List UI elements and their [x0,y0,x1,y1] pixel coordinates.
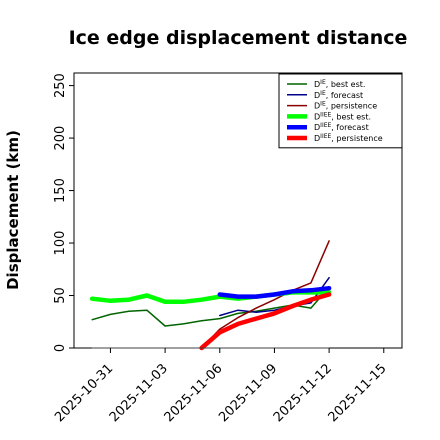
x-axis: 2025-10-312025-11-032025-11-062025-11-09… [52,348,390,425]
series-line-d-iiee-forecast [217,285,332,299]
legend-box [278,73,403,149]
y-tick-label: 0 [53,344,68,352]
y-tick-label: 50 [53,287,68,304]
chart-title: Ice edge displacement distance [69,27,408,49]
series-line-d-ie-forecast [219,276,330,317]
legend-entry-label: DIIEE, forecast [314,122,369,132]
y-axis-label: Displacement (km) [4,130,22,290]
series-line-d-iiee-best-est [89,290,332,305]
series-layer [89,240,332,351]
y-axis: 0 50 100 150 200 250 [53,73,74,352]
legend-entry-label: DIE, persistence [314,101,377,111]
legend-entry-label: DIIEE, best est. [314,111,371,121]
x-tick-label: 2025-11-15 [326,361,390,425]
legend-entry-label: DIE, best est. [314,79,365,89]
series-line-d-ie-persistence [200,240,330,349]
legend-entry-label: DIIEE, persistence [314,133,383,143]
legend-entry-label: DIE, forecast [314,90,363,100]
series-line-d-iiee-persistence [199,292,332,351]
y-tick-label: 250 [53,73,68,98]
y-tick-label: 100 [53,231,68,256]
y-tick-label: 150 [53,178,68,203]
y-tick-label: 200 [53,126,68,151]
